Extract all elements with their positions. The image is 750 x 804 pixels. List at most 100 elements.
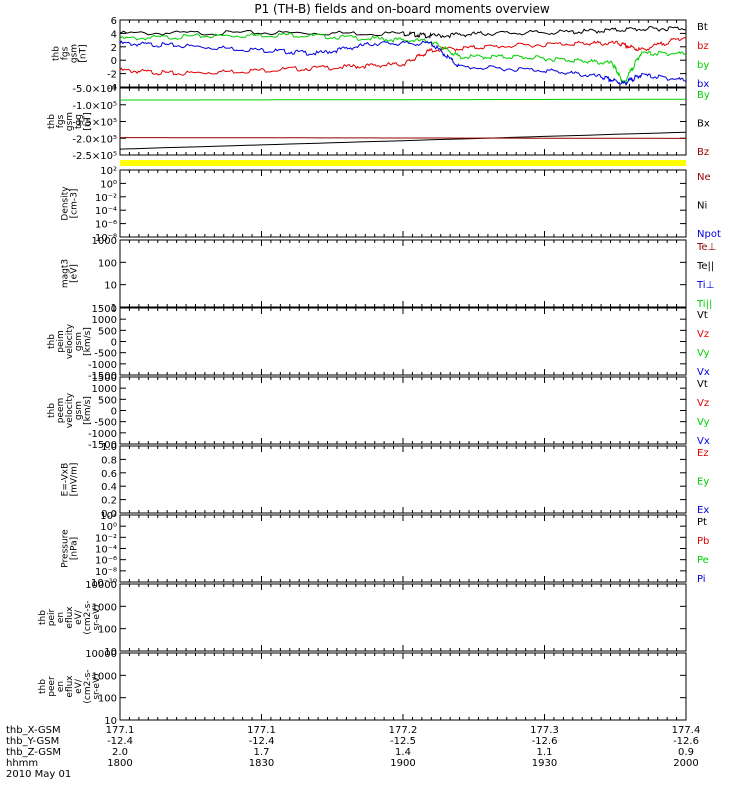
y-tick-label: 0 xyxy=(111,338,117,349)
legend-item: Vz xyxy=(697,398,709,409)
legend-item: bx xyxy=(697,79,709,90)
ephemeris-label: thb_Y-GSM xyxy=(6,736,59,747)
y-tick-label: -1000 xyxy=(88,360,117,371)
legend-item: Ti|| xyxy=(696,299,712,310)
y-axis-label: peim xyxy=(56,330,66,353)
legend-item: Pb xyxy=(697,536,709,547)
series-Bx xyxy=(119,131,687,150)
legend-item: by xyxy=(697,60,709,71)
date-label: 2010 May 01 xyxy=(6,769,71,780)
legend-item: Bz xyxy=(697,147,709,158)
legend-item: Vx xyxy=(697,367,710,378)
y-axis-label: velocity xyxy=(65,392,75,428)
legend-item: Pt xyxy=(697,517,707,528)
legend-item: Vy xyxy=(697,417,710,428)
y-tick-label: 10⁰ xyxy=(100,179,117,190)
y-axis-label: [cm-3] xyxy=(70,189,80,219)
y-axis-label: thb xyxy=(47,403,57,418)
y-tick-label: 10⁻⁸ xyxy=(95,567,117,578)
panel-frame xyxy=(119,445,687,514)
legend-item: Pi xyxy=(697,574,706,585)
ephemeris-value: -12.6 xyxy=(673,736,699,747)
y-axis-label: en xyxy=(56,612,66,623)
y-axis-label: [nT] xyxy=(79,44,89,62)
legend-item: Pe xyxy=(697,555,709,566)
y-tick-label: 0.8 xyxy=(101,455,117,466)
ephemeris-value: -12.4 xyxy=(107,736,133,747)
y-tick-label: 500 xyxy=(98,326,117,337)
y-tick-label: 0.2 xyxy=(101,496,117,507)
y-tick-label: -1.0×10⁵ xyxy=(72,101,117,112)
y-tick-label: 1 xyxy=(111,303,117,314)
ephemeris-value: 177.3 xyxy=(530,725,559,736)
y-tick-label: 0 xyxy=(111,56,117,67)
y-tick-label: 10² xyxy=(100,511,117,522)
ephemeris-label: thb_X-GSM xyxy=(6,725,61,736)
y-tick-label: 10⁻² xyxy=(95,533,117,544)
panel-efield: 1.0 0.8 0.6 0.4 0.2 0.0 E=-VxB [mV/m] Ez Ey Ex xyxy=(61,442,710,520)
ephemeris-value: 1.4 xyxy=(395,747,411,758)
legend-item: Vy xyxy=(697,348,710,359)
y-axis-label: (cm2-s- xyxy=(83,600,93,634)
y-axis-label: thb xyxy=(47,114,57,129)
y-axis-label: gsm xyxy=(70,44,80,63)
legend-item: bz xyxy=(697,41,709,52)
y-tick-label: 10⁻⁸ xyxy=(95,233,117,244)
ephemeris-footer: hhmm 2010 May 01 thb_X-GSM 177.1 177.1 177.… xyxy=(6,725,700,780)
ephemeris-value: 177.2 xyxy=(389,725,418,736)
y-tick-label: 0.4 xyxy=(101,482,117,493)
y-tick-label: -4 xyxy=(107,83,117,94)
y-axis-label: peer xyxy=(47,676,57,697)
series-bz xyxy=(119,37,687,76)
ephemeris-value: 177.1 xyxy=(247,725,276,736)
y-tick-label: 10000 xyxy=(85,649,117,660)
y-axis-label: thb xyxy=(38,679,48,694)
y-axis-label: gsm xyxy=(74,332,84,351)
plot-title: P1 (TH-B) fields and on-board moments ov… xyxy=(254,2,550,16)
legend-item: By xyxy=(697,90,710,101)
y-tick-label: -1.5×10⁵ xyxy=(72,118,117,129)
y-axis-label: eV/ xyxy=(74,678,84,694)
y-tick-label: 100 xyxy=(98,625,117,636)
legend-item: Vx xyxy=(697,436,710,447)
y-tick-label: 1000 xyxy=(92,315,117,326)
y-tick-label: 10⁻¹⁰ xyxy=(91,578,117,589)
y-axis-label: peir xyxy=(47,608,57,626)
y-tick-label: -500 xyxy=(94,418,117,429)
panel-frame xyxy=(119,307,687,376)
y-axis-label: [km/s] xyxy=(83,327,93,356)
x-tick-label: 1930 xyxy=(532,758,557,769)
y-tick-label: -500 xyxy=(94,349,117,360)
panel-mom: 1000 100 10 1 magt3 [eV] Te⊥ Te|| Ti⊥ Ti|| xyxy=(61,236,717,314)
panel-frame xyxy=(119,583,687,652)
series-bx xyxy=(119,40,687,87)
y-tick-label: -2.5×10⁵ xyxy=(72,151,117,162)
y-tick-label: 1000 xyxy=(92,236,117,247)
y-axis-label: tgg xyxy=(74,114,84,129)
ephemeris-value: -12.6 xyxy=(532,736,558,747)
y-tick-label: 6 xyxy=(111,16,117,27)
y-tick-label: 10⁻⁴ xyxy=(95,206,117,217)
ephemeris-value: 1.1 xyxy=(537,747,553,758)
panel-fgs_tgg: -5.0×10⁴ -1.0×10⁵ -1.5×10⁵ -2.0×10⁵ -2.5×10⁵… xyxy=(47,84,710,166)
x-tick-label: 1830 xyxy=(249,758,274,769)
y-tick-label: 10⁰ xyxy=(100,522,117,533)
y-tick-label: 10 xyxy=(104,647,117,658)
x-tick-label: 1800 xyxy=(107,758,132,769)
y-tick-label: -1500 xyxy=(88,440,117,451)
legend-item: Te|| xyxy=(696,261,714,272)
ephemeris-value: 1.7 xyxy=(254,747,270,758)
panel-frame xyxy=(119,376,687,445)
series-by xyxy=(119,32,687,85)
y-tick-label: 10000 xyxy=(85,580,117,591)
legend-item: Te⊥ xyxy=(696,242,716,253)
y-axis-label: en xyxy=(56,681,66,692)
y-tick-label: 10⁻⁴ xyxy=(95,545,117,556)
ephemeris-value: -12.5 xyxy=(390,736,416,747)
panel-fgs: 6 4 2 0 -2 -4 thb fgs gsm [nT] Bt bz by bx xyxy=(52,16,710,94)
